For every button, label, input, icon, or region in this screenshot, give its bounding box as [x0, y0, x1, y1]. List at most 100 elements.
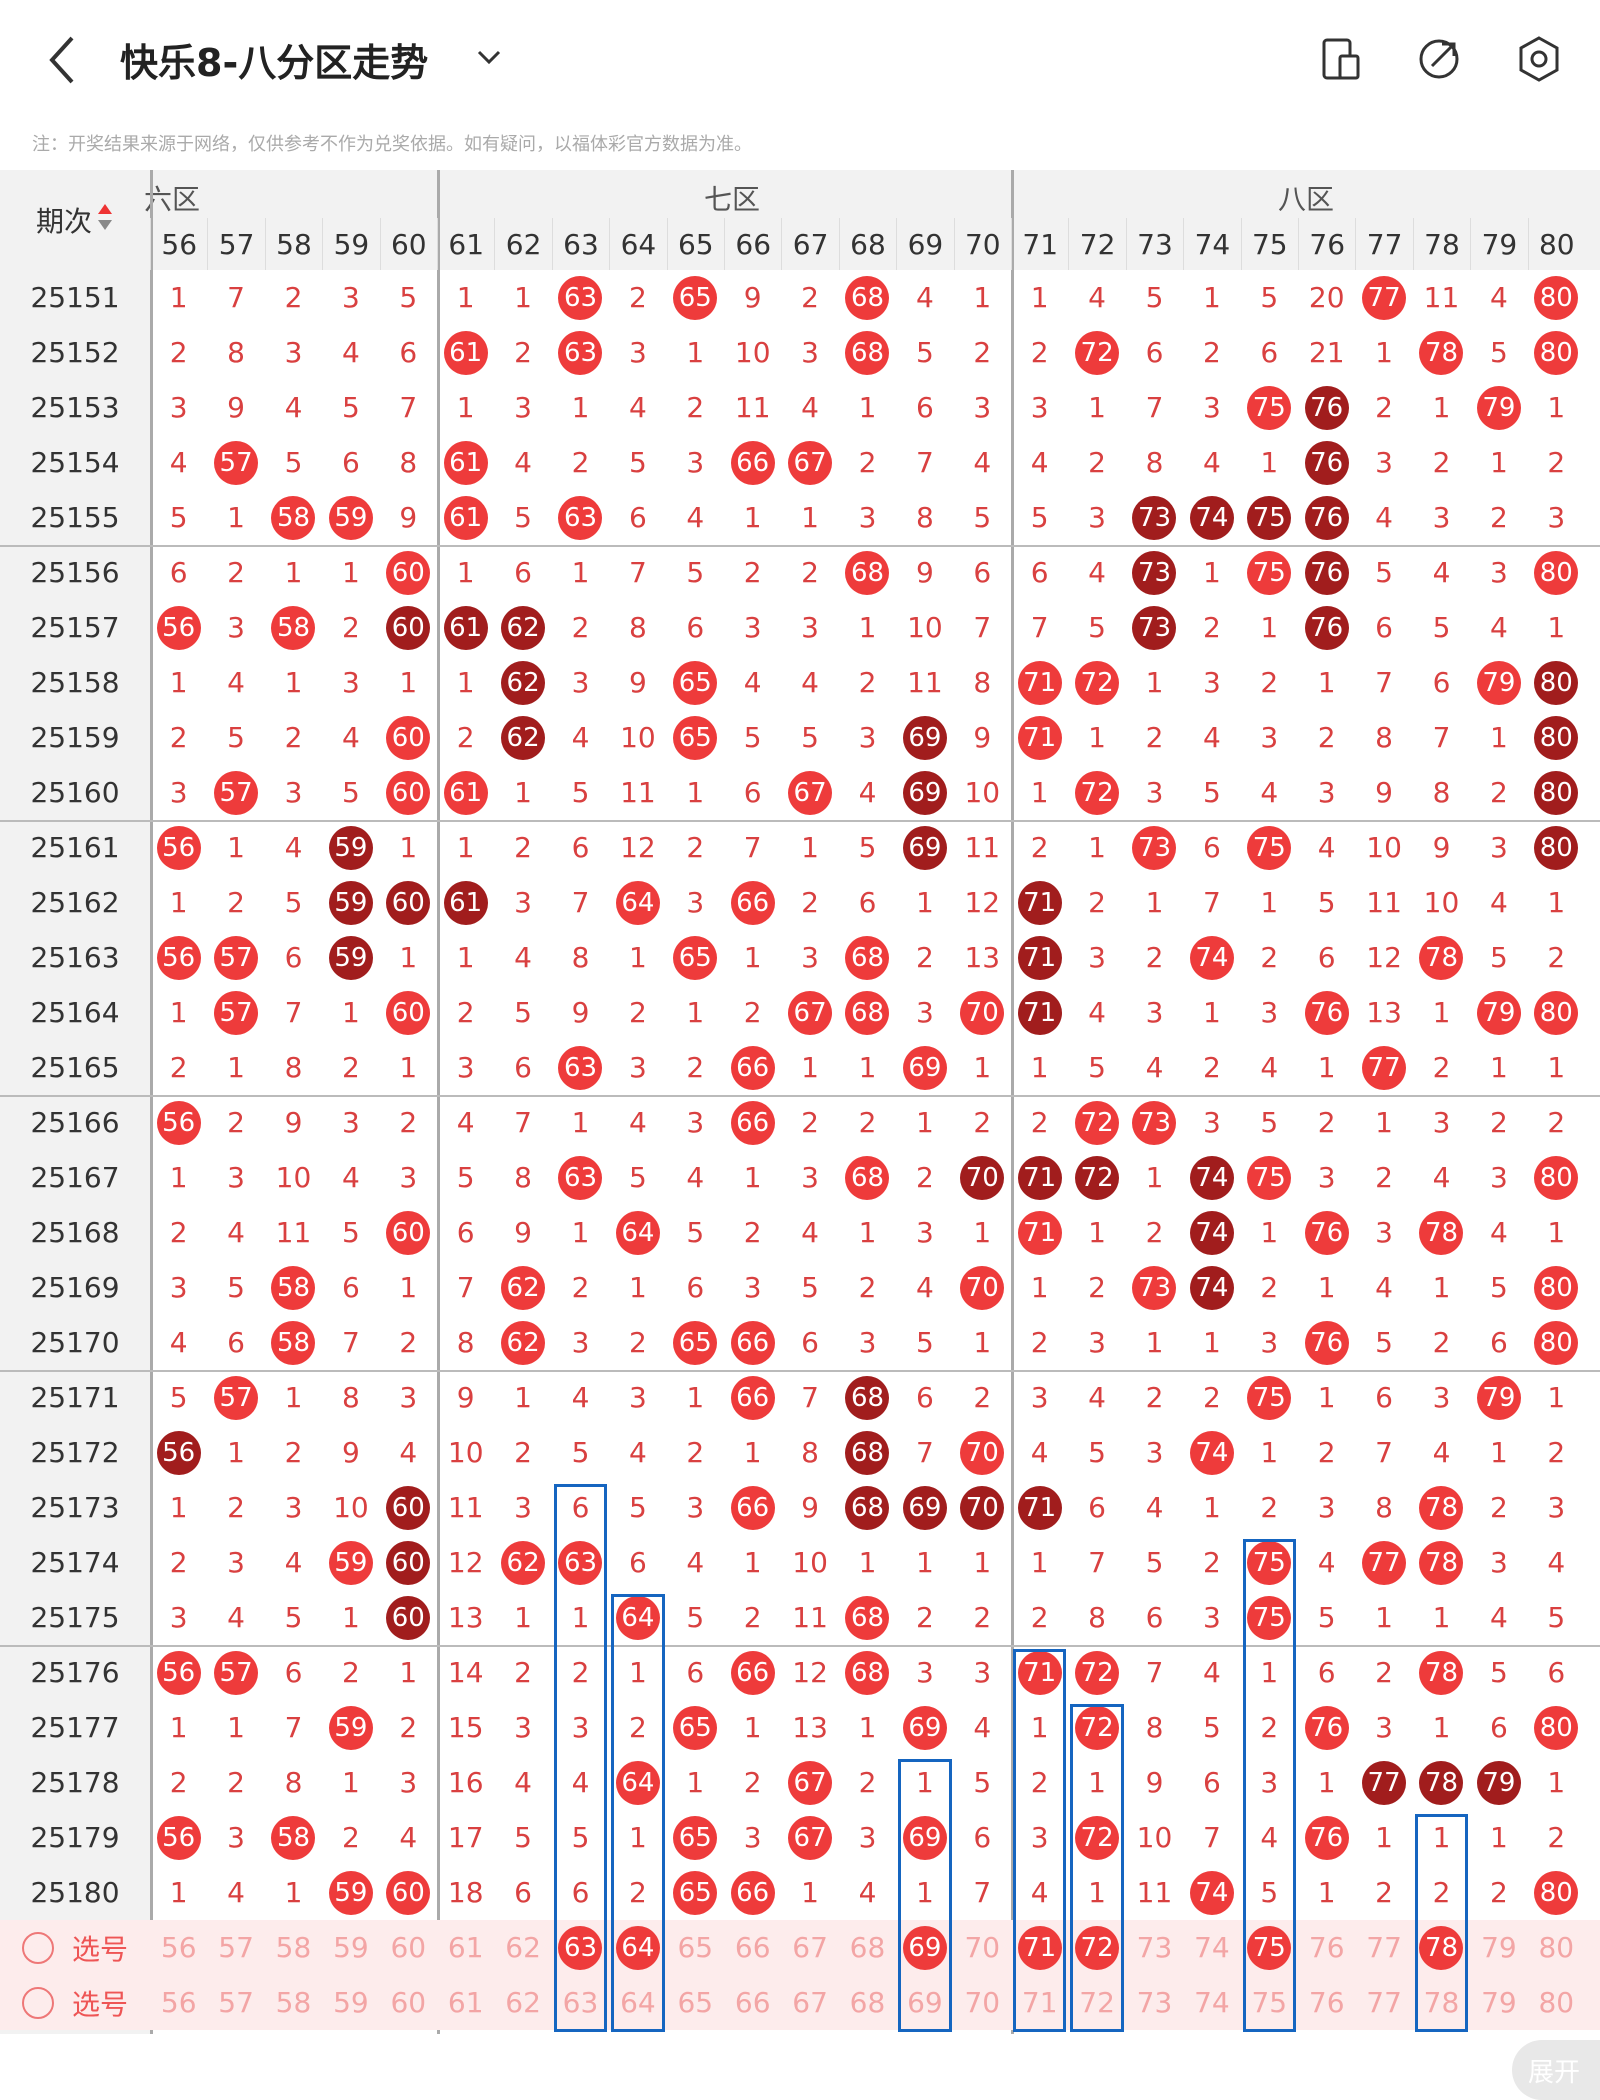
- select-number[interactable]: 56: [160, 1986, 197, 2019]
- select-number[interactable]: 66: [734, 1931, 771, 1964]
- picked-ball[interactable]: 75: [1247, 1925, 1292, 1970]
- trend-cell: 7: [915, 446, 934, 479]
- trend-cell: 5: [227, 1271, 245, 1304]
- trend-cell: 73: [1126, 1260, 1183, 1315]
- select-number[interactable]: 77: [1366, 1931, 1402, 1964]
- select-number[interactable]: 65: [677, 1931, 714, 1964]
- expand-button[interactable]: 展开: [1512, 2040, 1600, 2100]
- select-number[interactable]: 57: [218, 1931, 254, 1964]
- device-icon[interactable]: [1316, 34, 1366, 84]
- select-number[interactable]: 62: [505, 1986, 541, 2019]
- column-header: 70: [953, 218, 1011, 270]
- trend-cell: 66: [724, 1095, 781, 1150]
- picked-ball[interactable]: 64: [615, 1925, 660, 1970]
- select-number[interactable]: 62: [505, 1931, 541, 1964]
- select-number[interactable]: 70: [964, 1931, 1001, 1964]
- chevron-down-icon[interactable]: [474, 42, 504, 72]
- select-number[interactable]: 76: [1308, 1986, 1345, 2019]
- trend-cell: 7: [1375, 1436, 1393, 1469]
- trend-cell: 6: [1145, 336, 1164, 369]
- radio-icon[interactable]: [21, 1986, 54, 2019]
- settings-icon[interactable]: [1514, 34, 1564, 84]
- select-number[interactable]: 69: [896, 1920, 953, 1975]
- select-number[interactable]: 64: [609, 1920, 666, 1975]
- select-number[interactable]: 68: [849, 1931, 886, 1964]
- select-number[interactable]: 72: [1068, 1920, 1125, 1975]
- select-number[interactable]: 71: [1021, 1986, 1058, 2019]
- select-number[interactable]: 77: [1366, 1986, 1402, 2019]
- select-number[interactable]: 72: [1079, 1986, 1115, 2019]
- trend-cell: 6: [514, 556, 532, 589]
- select-number[interactable]: 67: [792, 1986, 828, 2019]
- select-number[interactable]: 65: [677, 1986, 714, 2019]
- select-number[interactable]: 79: [1481, 1931, 1517, 1964]
- trend-cell: 76: [1298, 490, 1355, 545]
- trend-cell: 80: [1528, 270, 1585, 325]
- select-number[interactable]: 67: [792, 1931, 828, 1964]
- picked-ball[interactable]: 72: [1075, 1925, 1120, 1970]
- select-number[interactable]: 63: [562, 1986, 599, 2019]
- select-number[interactable]: 59: [333, 1931, 369, 1964]
- trend-cell: 1: [1489, 1821, 1508, 1854]
- select-number[interactable]: 63: [552, 1920, 609, 1975]
- winning-ball: 73: [1132, 1100, 1177, 1145]
- select-row-label[interactable]: 选号: [0, 1920, 150, 1975]
- select-number[interactable]: 60: [390, 1931, 427, 1964]
- trend-cell: 7: [571, 886, 590, 919]
- trend-cell: 72: [1068, 1095, 1125, 1150]
- trend-cell: 17: [447, 1821, 484, 1854]
- select-number[interactable]: 60: [390, 1986, 427, 2019]
- trend-cell: 74: [1183, 490, 1240, 545]
- winning-ball: 78: [1419, 1485, 1464, 1530]
- select-number[interactable]: 57: [218, 1986, 254, 2019]
- select-number[interactable]: 58: [275, 1986, 312, 2019]
- radio-icon[interactable]: [21, 1931, 54, 1964]
- select-number[interactable]: 76: [1308, 1931, 1345, 1964]
- select-number[interactable]: 64: [620, 1986, 656, 2019]
- trend-cell: 2: [973, 1601, 992, 1634]
- trend-cell: 57: [207, 435, 264, 490]
- trend-cell: 2: [227, 886, 245, 919]
- trend-cell: 3: [686, 1106, 705, 1139]
- trend-cell: 65: [667, 1315, 724, 1370]
- trend-cell: 70: [954, 1150, 1011, 1205]
- picked-ball[interactable]: 63: [558, 1925, 603, 1970]
- sort-icon[interactable]: [96, 202, 114, 239]
- picked-ball[interactable]: 71: [1017, 1925, 1062, 1970]
- select-number[interactable]: 66: [734, 1986, 771, 2019]
- select-number[interactable]: 79: [1481, 1986, 1517, 2019]
- select-number[interactable]: 71: [1011, 1920, 1068, 1975]
- share-icon[interactable]: [1414, 34, 1464, 84]
- trend-cell: 2: [169, 1766, 188, 1799]
- select-number[interactable]: 70: [964, 1986, 1001, 2019]
- select-number[interactable]: 59: [333, 1986, 369, 2019]
- select-number[interactable]: 61: [447, 1931, 484, 1964]
- winning-ball: 66: [730, 1045, 775, 1090]
- select-number[interactable]: 75: [1251, 1986, 1288, 2019]
- select-number[interactable]: 74: [1194, 1986, 1230, 2019]
- select-number[interactable]: 68: [849, 1986, 886, 2019]
- select-row-label[interactable]: 选号: [0, 1975, 150, 2030]
- picked-ball[interactable]: 78: [1419, 1925, 1464, 1970]
- back-arrow-icon[interactable]: [40, 30, 90, 90]
- trend-cell: 66: [724, 1315, 781, 1370]
- select-number[interactable]: 78: [1423, 1986, 1460, 2019]
- select-number[interactable]: 80: [1538, 1986, 1575, 2019]
- trend-cell: 6: [628, 1546, 647, 1579]
- picked-ball[interactable]: 69: [902, 1925, 947, 1970]
- select-number[interactable]: 61: [447, 1986, 484, 2019]
- column-header: 68: [838, 218, 896, 270]
- select-number[interactable]: 58: [275, 1931, 312, 1964]
- select-number[interactable]: 75: [1241, 1920, 1298, 1975]
- select-number[interactable]: 56: [160, 1931, 197, 1964]
- select-number[interactable]: 78: [1413, 1920, 1470, 1975]
- winning-ball: 72: [1075, 1705, 1120, 1750]
- trend-cell: 1: [858, 611, 877, 644]
- select-number[interactable]: 69: [907, 1986, 943, 2019]
- select-number[interactable]: 80: [1538, 1931, 1575, 1964]
- select-number[interactable]: 74: [1194, 1931, 1230, 1964]
- select-number[interactable]: 73: [1136, 1931, 1173, 1964]
- select-number[interactable]: 73: [1136, 1986, 1173, 2019]
- issue-number: 25163: [30, 941, 120, 974]
- trend-cell: 1: [571, 391, 590, 424]
